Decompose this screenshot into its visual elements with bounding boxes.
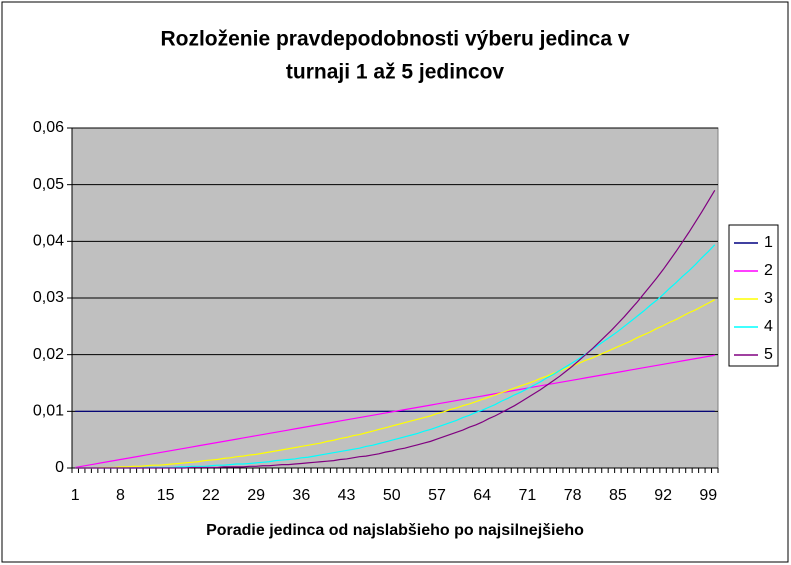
legend-label: 1 xyxy=(764,234,773,251)
legend-label: 2 xyxy=(764,262,773,279)
x-tick-label: 36 xyxy=(292,487,310,504)
series-line xyxy=(75,190,716,469)
y-tick-label: 0,04 xyxy=(33,233,64,250)
y-tick-label: 0,06 xyxy=(33,119,64,136)
y-tick-label: 0,05 xyxy=(33,176,64,193)
x-tick-label: 8 xyxy=(116,487,125,504)
x-tick-label: 29 xyxy=(247,487,265,504)
x-tick-label: 85 xyxy=(609,487,627,504)
x-tick-label: 92 xyxy=(654,487,672,504)
x-tick-label: 15 xyxy=(157,487,175,504)
x-tick-label: 22 xyxy=(202,487,220,504)
x-tick-label: 71 xyxy=(519,487,537,504)
x-tick-label: 57 xyxy=(428,487,446,504)
x-tick-label: 50 xyxy=(383,487,401,504)
series-line xyxy=(75,244,716,469)
legend-label: 3 xyxy=(764,290,773,307)
legend-label: 5 xyxy=(764,346,773,363)
series-line xyxy=(75,299,716,469)
y-tick-label: 0 xyxy=(55,459,64,476)
x-tick-label: 43 xyxy=(338,487,356,504)
x-axis-label: Poradie jedinca od najslabšieho po najsi… xyxy=(206,522,584,539)
x-tick-label: 78 xyxy=(564,487,582,504)
y-tick-label: 0,01 xyxy=(33,403,64,420)
y-tick-label: 0,03 xyxy=(33,289,64,306)
x-tick-label: 1 xyxy=(71,487,80,504)
legend-label: 4 xyxy=(764,318,773,335)
x-tick-label: 99 xyxy=(699,487,717,504)
y-tick-label: 0,02 xyxy=(33,346,64,363)
chart-title: Rozloženie pravdepodobnosti výberu jedin… xyxy=(160,28,629,51)
x-tick-label: 64 xyxy=(473,487,491,504)
legend xyxy=(728,224,779,367)
chart-title: turnaji 1 až 5 jedincov xyxy=(286,61,505,84)
series-line xyxy=(75,354,715,469)
